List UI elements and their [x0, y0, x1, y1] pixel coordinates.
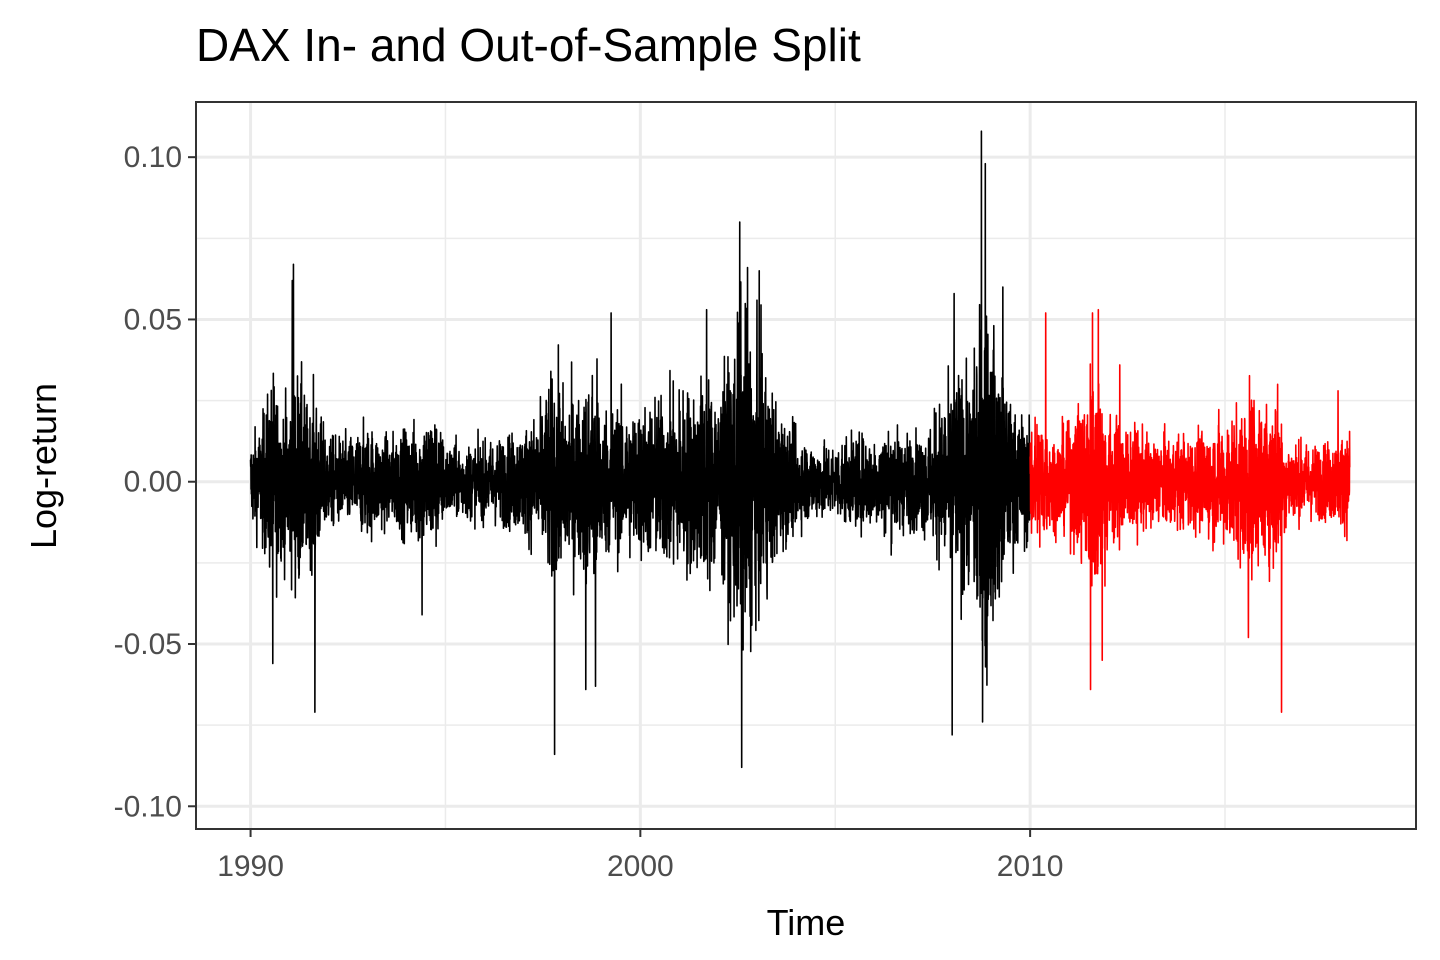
chart-title: DAX In- and Out-of-Sample Split — [196, 19, 861, 71]
panel-border — [195, 101, 1417, 830]
x-axis-title: Time — [767, 902, 846, 943]
series-line-out-of-sample — [1029, 308, 1351, 713]
y-axis-ticks: -0.10 -0.05 0.00 0.05 0.10 — [114, 141, 196, 823]
x-tick-label: 1990 — [217, 850, 284, 883]
y-axis-title: Log-return — [23, 383, 64, 549]
y-tick-label: 0.05 — [124, 303, 182, 336]
x-tick-label: 2010 — [997, 850, 1064, 883]
series-line-in-sample — [249, 130, 1031, 769]
y-tick-label: -0.05 — [114, 628, 182, 661]
y-tick-label: 0.10 — [124, 141, 182, 174]
y-tick-label: 0.00 — [124, 466, 182, 499]
x-tick-label: 2000 — [607, 850, 674, 883]
y-tick-label: -0.10 — [114, 790, 182, 823]
x-axis-ticks: 1990 2000 2010 — [217, 829, 1063, 883]
series-layer — [249, 130, 1351, 769]
